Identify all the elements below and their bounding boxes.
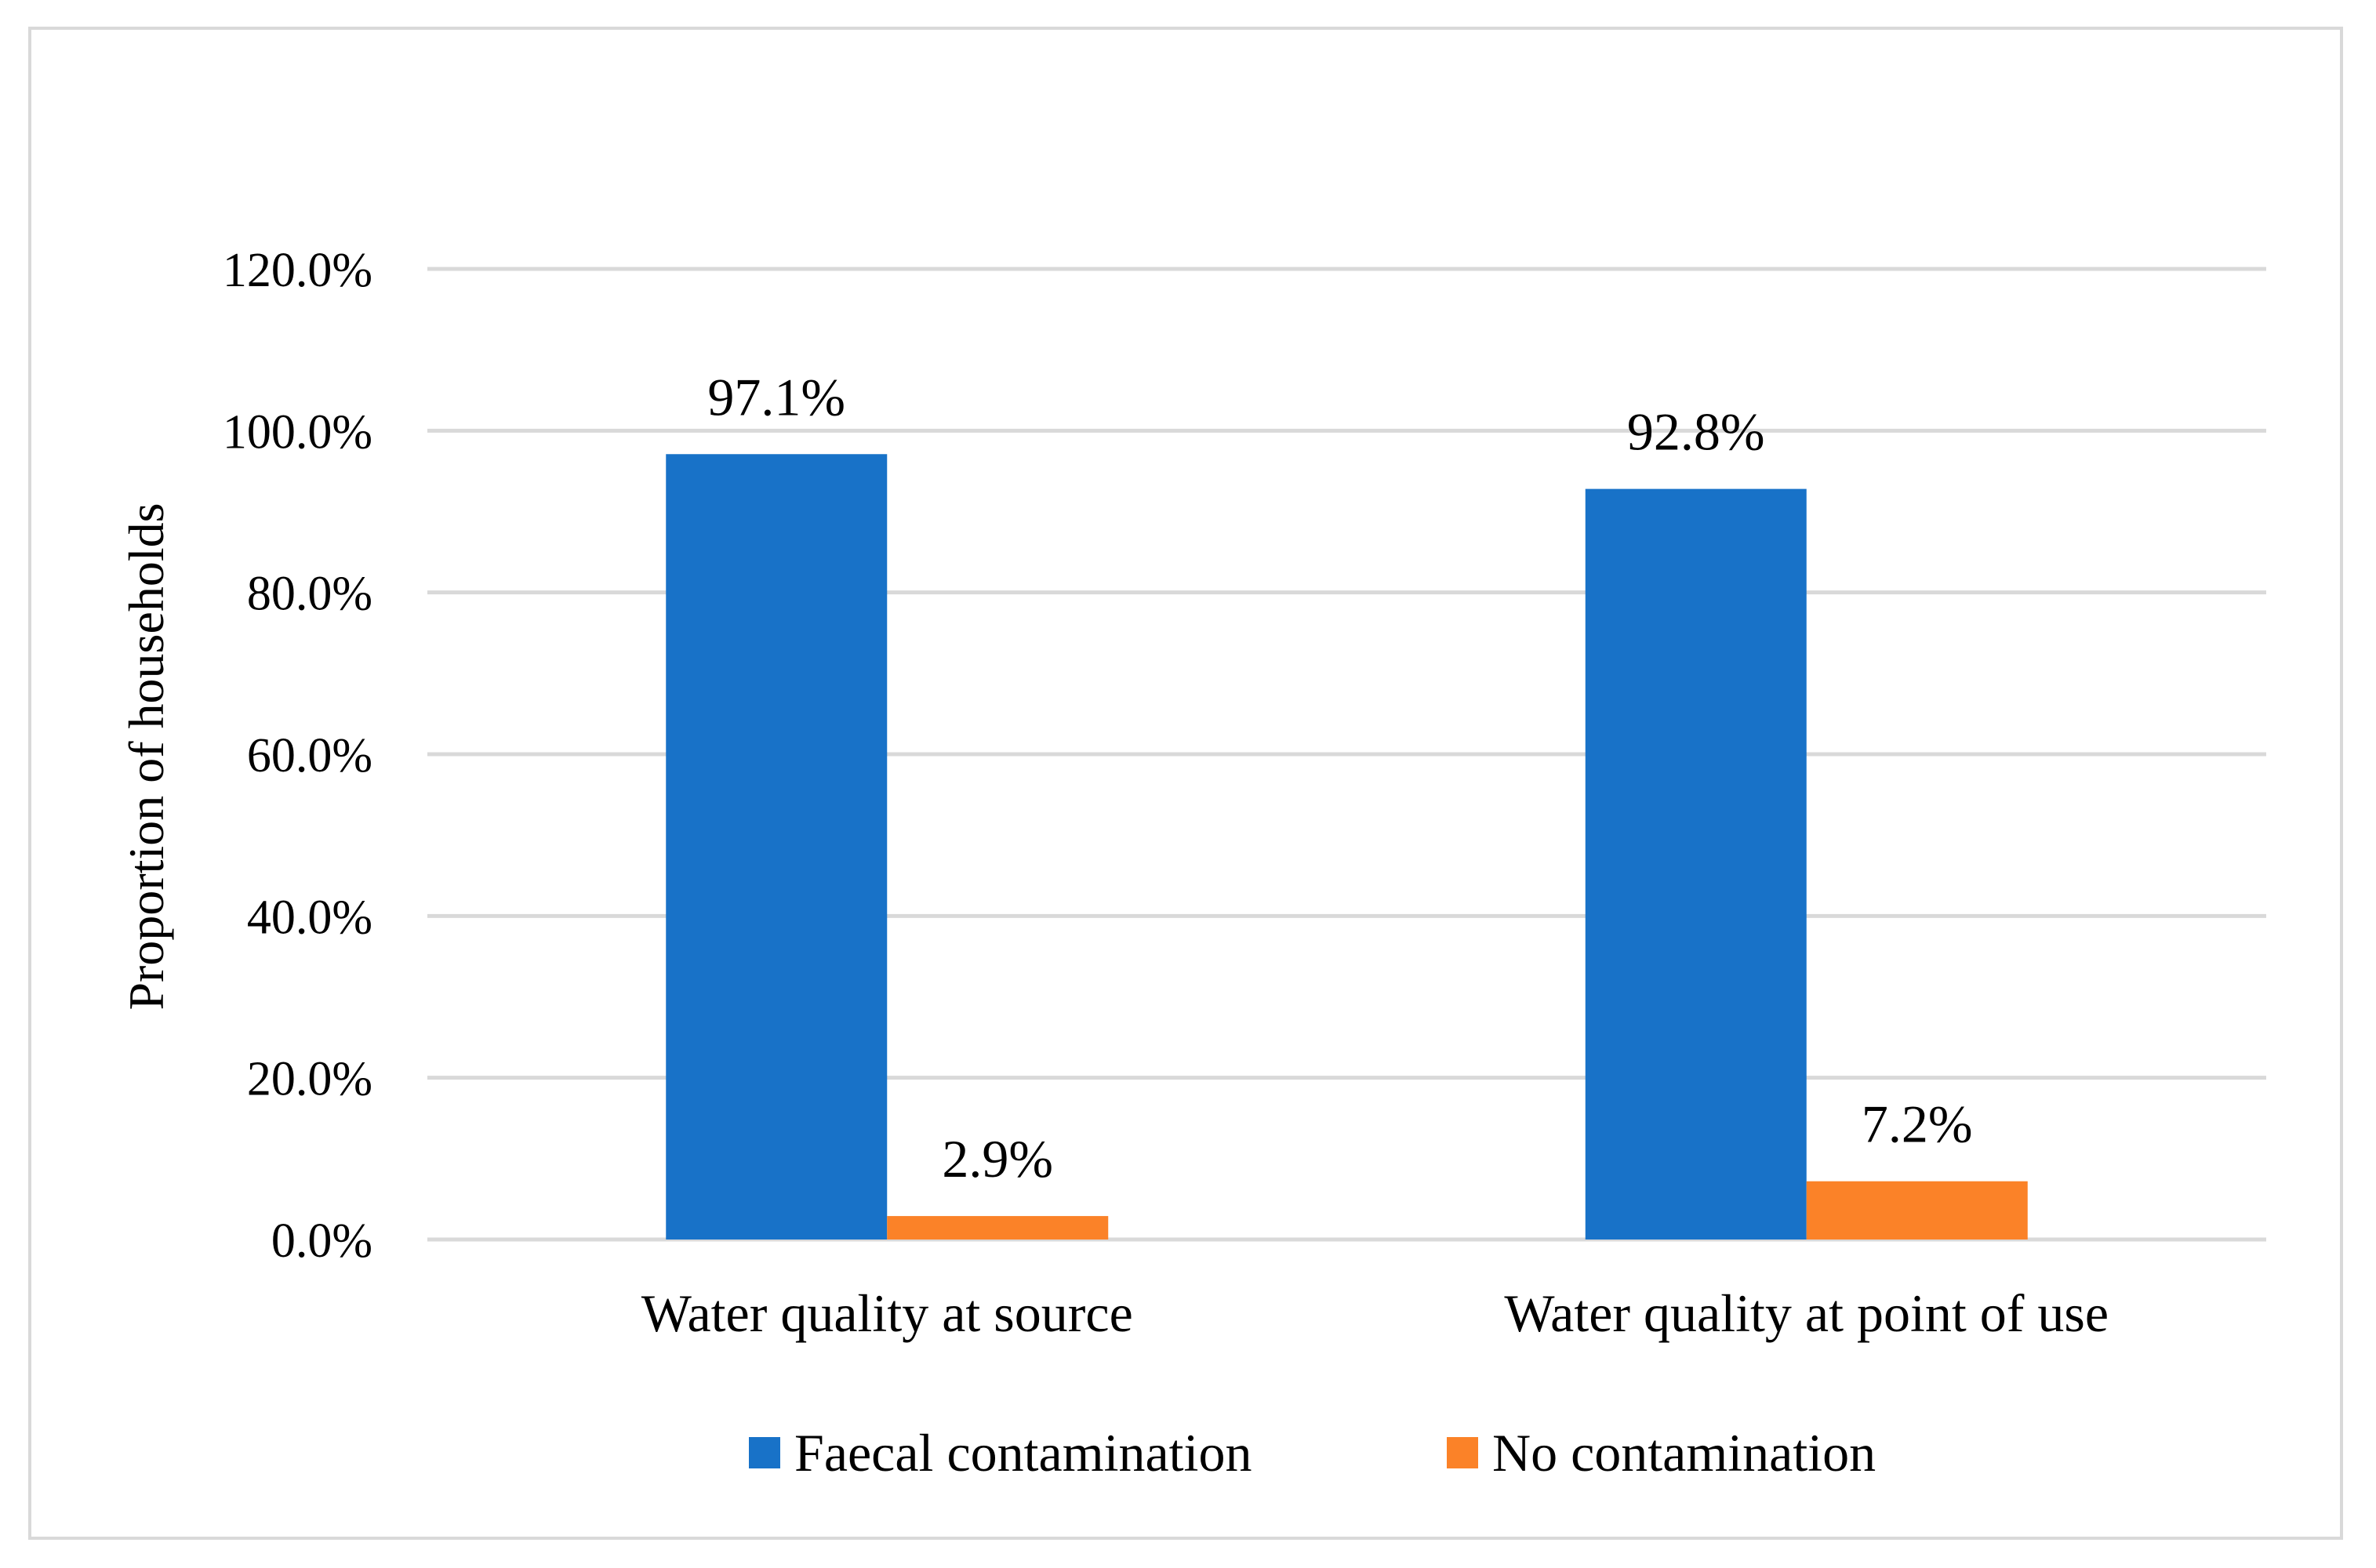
x-axis-ticks: Water quality at source Water quality at … (641, 1283, 2109, 1343)
data-label: 97.1% (707, 367, 845, 426)
bars (666, 454, 2028, 1240)
bar-faecal-contamination (1585, 488, 1807, 1240)
legend-item: No contamination (1447, 1423, 1876, 1483)
data-label: 92.8% (1627, 402, 1765, 462)
y-tick-label: 80.0% (247, 568, 372, 621)
data-label: 2.9% (942, 1129, 1053, 1189)
bar-faecal-contamination (666, 454, 888, 1240)
legend: Faecal contamination No contamination (749, 1423, 1876, 1483)
bar-no-contamination (1806, 1181, 2028, 1240)
y-axis-label: Proportion of households (118, 503, 174, 1010)
bar-no-contamination (887, 1216, 1109, 1240)
legend-label: Faecal contamination (794, 1423, 1252, 1483)
data-label: 7.2% (1862, 1094, 1973, 1154)
x-tick-label: Water quality at source (641, 1283, 1133, 1343)
y-tick-label: 40.0% (247, 891, 372, 944)
y-tick-label: 100.0% (223, 405, 372, 459)
legend-swatch (749, 1437, 780, 1468)
chart-frame (28, 27, 2343, 1540)
legend-swatch (1447, 1437, 1478, 1468)
y-tick-label: 120.0% (223, 244, 372, 297)
y-tick-label: 0.0% (271, 1214, 372, 1268)
legend-item: Faecal contamination (749, 1423, 1252, 1483)
y-axis-ticks: 0.0% 20.0% 40.0% 60.0% 80.0% 100.0% 120.0% (223, 244, 372, 1268)
legend-label: No contamination (1492, 1423, 1876, 1483)
x-tick-label: Water quality at point of use (1504, 1283, 2109, 1343)
y-tick-label: 20.0% (247, 1053, 372, 1106)
y-tick-label: 60.0% (247, 729, 372, 782)
data-labels: 97.1% 2.9% 92.8% 7.2% (707, 367, 1972, 1189)
